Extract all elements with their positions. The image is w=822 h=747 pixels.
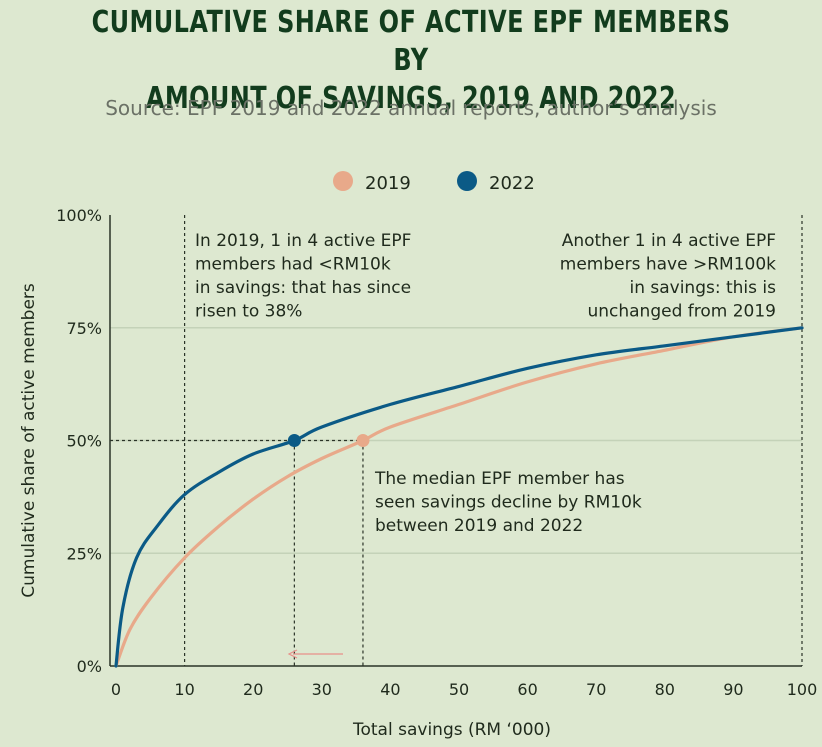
annotation-right-line: Another 1 in 4 active EPF [562, 231, 776, 251]
chart-title: Cumulative share of active EPF members b… [82, 4, 740, 118]
title-line-1: Cumulative share of active EPF members b… [91, 5, 731, 78]
x-tick-label: 100 [787, 680, 818, 699]
annotation-left-line: in savings: that has since [195, 278, 411, 298]
annotation-median-line: The median EPF member has [374, 469, 625, 489]
annotation-median-line: between 2019 and 2022 [375, 516, 583, 536]
legend-swatch-2022 [457, 171, 477, 191]
y-tick-label: 75% [66, 319, 102, 338]
title-line-2: amount of savings, 2019 and 2022 [145, 81, 677, 116]
annotation-median-line: seen savings decline by RM10k [375, 493, 642, 513]
x-tick-label: 70 [586, 680, 606, 699]
y-tick-label: 100% [56, 206, 102, 225]
annotation-left-line: risen to 38% [195, 302, 302, 322]
y-tick-label: 50% [66, 432, 102, 451]
shift-arrow-head [287, 649, 298, 659]
y-axis-label: Cumulative share of active members [19, 283, 39, 598]
x-tick-label: 30 [312, 680, 332, 699]
annotation-right-line: unchanged from 2019 [587, 302, 776, 322]
x-axis-label: Total savings (RM ‘000) [352, 720, 551, 740]
x-tick-label: 80 [655, 680, 675, 699]
chart-subtitle: Source: EPF 2019 and 2022 annual reports… [105, 96, 717, 120]
y-tick-label: 0% [77, 657, 102, 676]
legend-swatch-2019 [333, 171, 353, 191]
annotation-left-line: In 2019, 1 in 4 active EPF [195, 231, 411, 251]
x-tick-label: 20 [243, 680, 263, 699]
x-tick-label: 40 [380, 680, 400, 699]
annotation-right-line: in savings: this is [629, 278, 776, 298]
x-tick-label: 60 [517, 680, 537, 699]
x-tick-label: 90 [723, 680, 743, 699]
series-line-2022 [114, 326, 804, 668]
x-tick-label: 10 [174, 680, 194, 699]
y-tick-label: 25% [66, 544, 102, 563]
x-tick-label: 0 [111, 680, 121, 699]
x-tick-label: 50 [449, 680, 469, 699]
annotation-left-line: members had <RM10k [195, 255, 391, 275]
median-marker-2022 [287, 434, 301, 447]
annotation-right-line: members have >RM100k [560, 255, 776, 275]
legend-label-2022: 2022 [489, 173, 535, 194]
median-marker-2019 [356, 434, 370, 447]
legend-label-2019: 2019 [365, 173, 411, 194]
